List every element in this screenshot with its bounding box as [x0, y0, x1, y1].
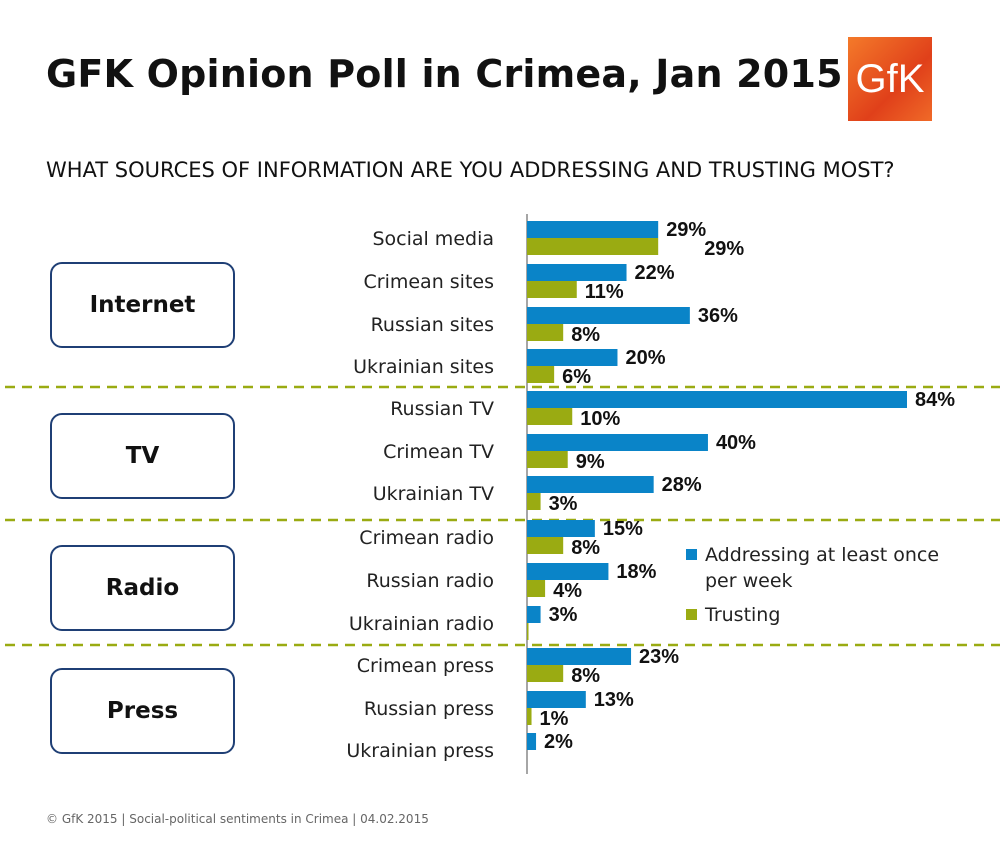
bar-trusting [527, 238, 659, 255]
category-label: Crimean sites [363, 271, 495, 293]
data-label-addressing: 36% [698, 305, 738, 327]
group-box-radio: Radio [50, 545, 235, 631]
category-label: Russian TV [390, 398, 494, 420]
data-label-trusting: 8% [571, 665, 600, 687]
bar-trusting [527, 366, 555, 383]
bar-addressing [527, 520, 595, 537]
category-label: Ukrainian radio [348, 613, 494, 635]
category-label: Crimean press [356, 655, 494, 677]
bar-addressing [527, 391, 907, 408]
group-box-tv: TV [50, 413, 235, 499]
bar-addressing [527, 476, 654, 493]
category-label: Social media [372, 228, 494, 250]
bar-trusting [527, 537, 564, 554]
bar-addressing [527, 606, 541, 623]
bar-trusting [527, 324, 564, 341]
bar-trusting [527, 408, 573, 425]
data-label-addressing: 28% [662, 474, 702, 496]
data-label-trusting: 1% [540, 708, 569, 730]
group-box-press: Press [50, 668, 235, 754]
category-label: Ukrainian TV [372, 483, 494, 505]
category-label: Russian press [363, 698, 494, 720]
data-label-trusting: 10% [580, 408, 620, 430]
data-label-trusting: 29% [704, 238, 744, 260]
data-label-addressing: 15% [603, 518, 643, 540]
data-label-trusting: 9% [576, 451, 605, 473]
bar-addressing [527, 264, 627, 281]
data-label-trusting: 8% [571, 324, 600, 346]
data-label-trusting: 6% [562, 366, 591, 388]
category-label: Ukrainian press [346, 740, 494, 762]
data-label-addressing: 3% [549, 604, 578, 626]
bar-trusting [527, 708, 532, 725]
bar-trusting [527, 281, 577, 298]
bar-addressing [527, 733, 537, 750]
legend-trusting-label: Trusting [705, 604, 781, 626]
bar-addressing [527, 691, 586, 708]
bar-addressing [527, 349, 618, 366]
bar-trusting [527, 580, 546, 597]
bar-addressing [527, 221, 659, 238]
data-label-addressing: 84% [915, 389, 955, 411]
legend-addressing-swatch [686, 549, 697, 560]
data-label-trusting: 4% [553, 580, 582, 602]
bar-addressing [527, 434, 708, 451]
legend-trusting-swatch [686, 609, 697, 620]
data-label-addressing: 40% [716, 432, 756, 454]
data-label-addressing: 2% [544, 731, 573, 753]
category-label: Crimean TV [383, 441, 494, 463]
footer: © GfK 2015 | Social-political sentiments… [46, 812, 429, 826]
bar-trusting [527, 665, 564, 682]
bar-trusting [527, 623, 529, 640]
data-label-trusting: 11% [585, 281, 624, 303]
category-label: Russian sites [370, 314, 494, 336]
chart-subtitle: WHAT SOURCES OF INFORMATION ARE YOU ADDR… [46, 158, 895, 182]
category-label: Crimean radio [359, 527, 494, 549]
category-label: Russian radio [366, 570, 494, 592]
legend-addressing-label-2: per week [705, 570, 793, 592]
data-label-addressing: 20% [625, 347, 665, 369]
bar-addressing [527, 648, 632, 665]
category-label: Ukrainian sites [353, 356, 494, 378]
data-label-addressing: 13% [594, 689, 634, 711]
bar-trusting [527, 493, 541, 510]
bar-addressing [527, 563, 609, 580]
bar-trusting [527, 451, 568, 468]
group-box-internet: Internet [50, 262, 235, 348]
data-label-addressing: 29% [666, 219, 706, 241]
page-title: GFK Opinion Poll in Crimea, Jan 2015 [46, 52, 843, 96]
bar-addressing [527, 307, 690, 324]
data-label-trusting: 3% [549, 493, 578, 515]
data-label-addressing: 18% [616, 561, 656, 583]
gfk-logo: GfK [848, 37, 932, 121]
data-label-trusting: 8% [571, 537, 600, 559]
data-label-addressing: 23% [639, 646, 679, 668]
data-label-addressing: 22% [635, 262, 675, 284]
legend-addressing-label-1: Addressing at least once [705, 544, 940, 566]
